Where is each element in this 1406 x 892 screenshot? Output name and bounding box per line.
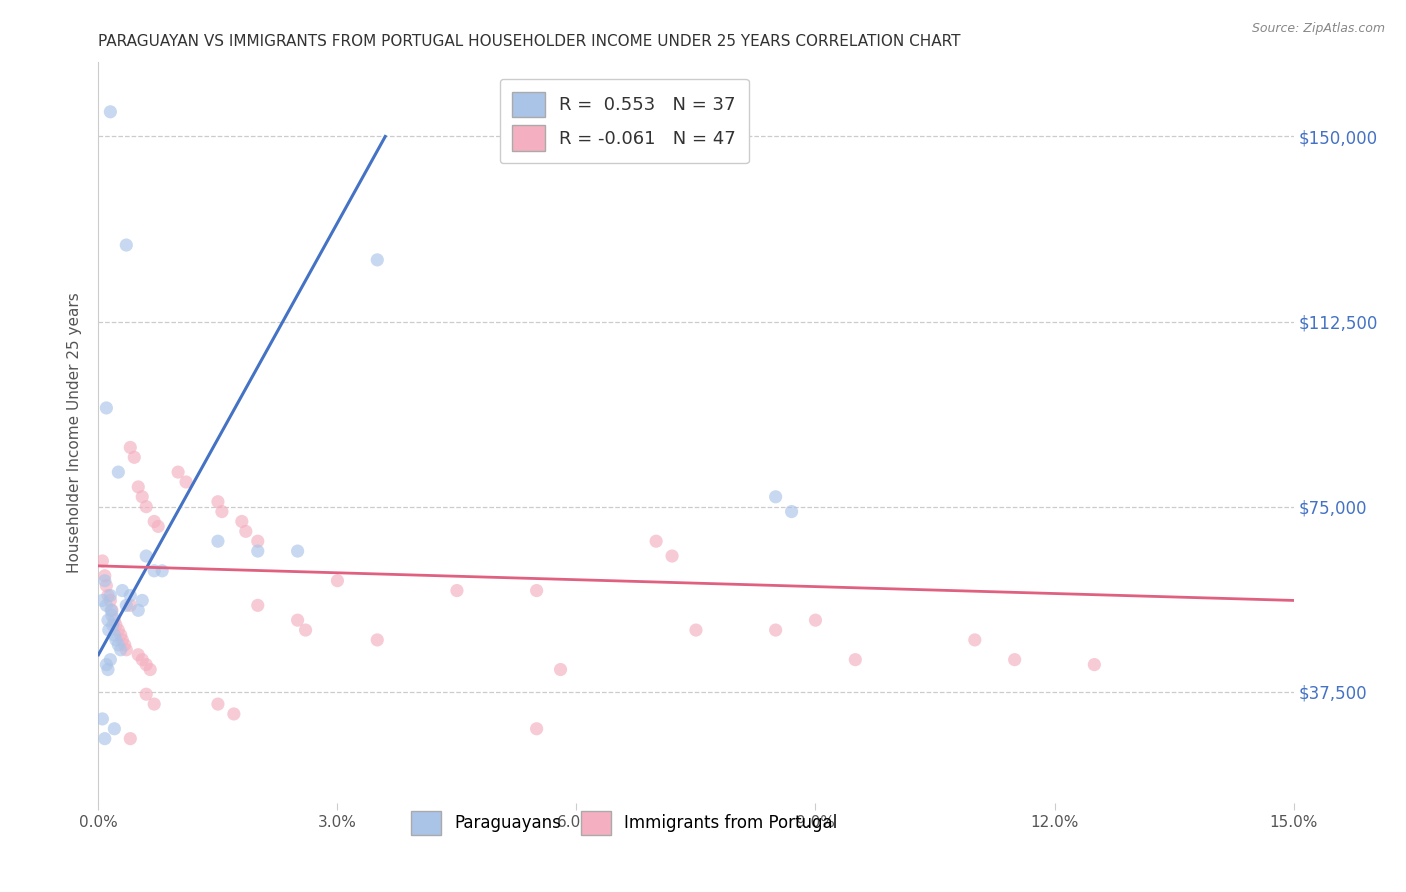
Point: [96, 657, 118, 672]
Point: [94, 574, 117, 588]
Point: [685, 623, 707, 637]
Point: [780, 505, 803, 519]
Point: [844, 653, 866, 667]
Point: [207, 494, 229, 508]
Point: [127, 480, 149, 494]
Point: [120, 441, 142, 455]
Point: [1083, 657, 1105, 672]
Point: [148, 519, 170, 533]
Point: [366, 632, 388, 647]
Point: [96, 401, 118, 415]
Point: [104, 618, 127, 632]
Point: [103, 628, 125, 642]
Point: [246, 599, 269, 613]
Point: [135, 657, 157, 672]
Text: Source: ZipAtlas.com: Source: ZipAtlas.com: [1251, 22, 1385, 36]
Point: [115, 599, 138, 613]
Point: [101, 603, 124, 617]
Point: [98, 104, 122, 119]
Point: [207, 697, 229, 711]
Point: [96, 579, 118, 593]
Point: [287, 613, 309, 627]
Point: [135, 687, 157, 701]
Point: [804, 613, 827, 627]
Point: [97, 613, 120, 627]
Point: [231, 515, 253, 529]
Point: [661, 549, 683, 563]
Point: [446, 583, 468, 598]
Point: [143, 697, 166, 711]
Point: [174, 475, 197, 489]
Point: [98, 593, 122, 607]
Point: [127, 603, 149, 617]
Point: [114, 638, 136, 652]
Point: [135, 500, 157, 514]
Point: [94, 568, 117, 582]
Point: [765, 490, 787, 504]
Point: [98, 589, 122, 603]
Point: [246, 544, 269, 558]
Point: [97, 589, 120, 603]
Point: [246, 534, 269, 549]
Point: [110, 642, 132, 657]
Point: [131, 653, 153, 667]
Point: [100, 603, 122, 617]
Point: [101, 608, 124, 623]
Point: [765, 623, 787, 637]
Point: [96, 599, 118, 613]
Point: [115, 642, 138, 657]
Point: [294, 623, 316, 637]
Point: [287, 544, 309, 558]
Point: [235, 524, 257, 539]
Point: [111, 583, 134, 598]
Point: [526, 583, 548, 598]
Point: [645, 534, 668, 549]
Point: [91, 593, 114, 607]
Point: [97, 623, 120, 637]
Point: [143, 515, 166, 529]
Point: [207, 534, 229, 549]
Point: [94, 731, 117, 746]
Point: [97, 663, 120, 677]
Point: [131, 593, 153, 607]
Point: [110, 628, 132, 642]
Text: PARAGUAYAN VS IMMIGRANTS FROM PORTUGAL HOUSEHOLDER INCOME UNDER 25 YEARS CORRELA: PARAGUAYAN VS IMMIGRANTS FROM PORTUGAL H…: [98, 34, 960, 49]
Point: [150, 564, 173, 578]
Legend: Paraguayans, Immigrants from Portugal: Paraguayans, Immigrants from Portugal: [399, 799, 849, 847]
Point: [101, 618, 124, 632]
Point: [98, 653, 122, 667]
Point: [104, 632, 127, 647]
Y-axis label: Householder Income Under 25 years: Householder Income Under 25 years: [67, 293, 83, 573]
Point: [103, 613, 125, 627]
Point: [131, 490, 153, 504]
Point: [366, 252, 388, 267]
Point: [111, 632, 134, 647]
Point: [139, 663, 162, 677]
Point: [91, 554, 114, 568]
Point: [120, 731, 142, 746]
Point: [91, 712, 114, 726]
Point: [526, 722, 548, 736]
Point: [167, 465, 190, 479]
Point: [135, 549, 157, 563]
Point: [124, 450, 146, 465]
Point: [107, 638, 129, 652]
Point: [550, 663, 572, 677]
Point: [326, 574, 349, 588]
Point: [127, 648, 149, 662]
Point: [120, 599, 142, 613]
Point: [120, 589, 142, 603]
Point: [143, 564, 166, 578]
Point: [107, 623, 129, 637]
Point: [211, 505, 233, 519]
Point: [103, 722, 125, 736]
Point: [963, 632, 986, 647]
Point: [1004, 653, 1026, 667]
Point: [115, 238, 138, 252]
Point: [107, 465, 129, 479]
Point: [222, 706, 245, 721]
